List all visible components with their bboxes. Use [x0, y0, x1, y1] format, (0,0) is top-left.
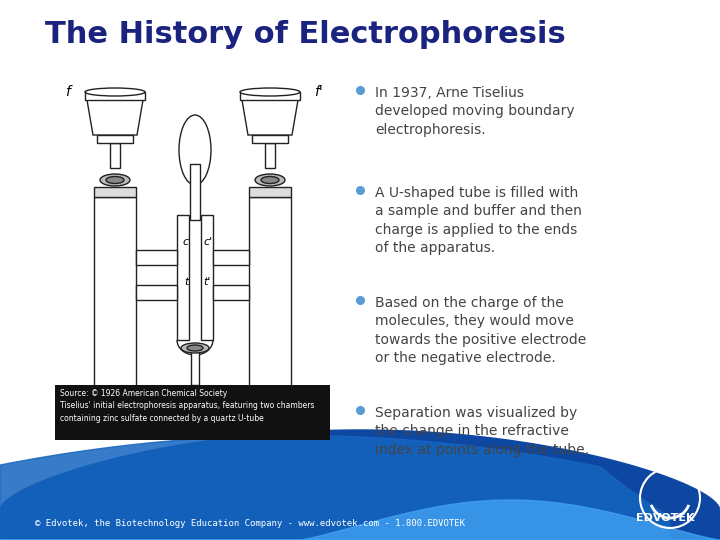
Text: t': t' — [203, 277, 210, 287]
Bar — [240, 92, 300, 100]
Ellipse shape — [85, 88, 145, 96]
Text: Based on the charge of the
molecules, they would move
towards the positive elect: Based on the charge of the molecules, th… — [375, 296, 586, 365]
Bar — [213, 250, 249, 265]
Polygon shape — [242, 100, 298, 135]
Ellipse shape — [261, 177, 279, 184]
Text: f': f' — [314, 85, 323, 99]
Bar — [191, 347, 199, 385]
Text: Source: © 1926 American Chemical Society
Tiselius' initial electrophoresis appar: Source: © 1926 American Chemical Society… — [60, 389, 315, 423]
Polygon shape — [87, 100, 143, 135]
Bar — [213, 285, 249, 300]
Text: t: t — [184, 277, 189, 287]
Ellipse shape — [100, 174, 130, 186]
Text: c: c — [183, 237, 189, 247]
Bar — [190, 164, 200, 220]
Bar — [252, 135, 288, 143]
Ellipse shape — [181, 343, 209, 353]
Ellipse shape — [94, 382, 136, 402]
Text: f: f — [65, 85, 69, 99]
Ellipse shape — [249, 382, 291, 402]
Bar — [249, 187, 291, 197]
Ellipse shape — [179, 115, 211, 185]
Bar — [85, 92, 145, 100]
Bar — [94, 197, 136, 392]
Text: In 1937, Arne Tiselius
developed moving boundary
electrophoresis.: In 1937, Arne Tiselius developed moving … — [375, 86, 575, 137]
Bar — [177, 215, 189, 340]
Text: © Edvotek, the Biotechnology Education Company - www.edvotek.com - 1.800.EDVOTEK: © Edvotek, the Biotechnology Education C… — [35, 519, 465, 529]
Bar — [136, 250, 177, 265]
Text: The History of Electrophoresis: The History of Electrophoresis — [45, 20, 566, 49]
Bar — [265, 143, 275, 168]
Text: Separation was visualized by
the change in the refractive
index at points along : Separation was visualized by the change … — [375, 406, 589, 457]
Ellipse shape — [255, 174, 285, 186]
Bar — [249, 197, 291, 392]
Text: c': c' — [203, 237, 212, 247]
Bar — [55, 385, 330, 440]
Ellipse shape — [187, 345, 203, 351]
Bar — [97, 135, 133, 143]
Bar — [110, 143, 120, 168]
Bar — [94, 187, 136, 197]
Bar — [136, 285, 177, 300]
Bar — [201, 215, 213, 340]
Ellipse shape — [240, 88, 300, 96]
Ellipse shape — [106, 177, 124, 184]
Text: EDVOTEK: EDVOTEK — [636, 513, 694, 523]
Text: A U-shaped tube is filled with
a sample and buffer and then
charge is applied to: A U-shaped tube is filled with a sample … — [375, 186, 582, 255]
